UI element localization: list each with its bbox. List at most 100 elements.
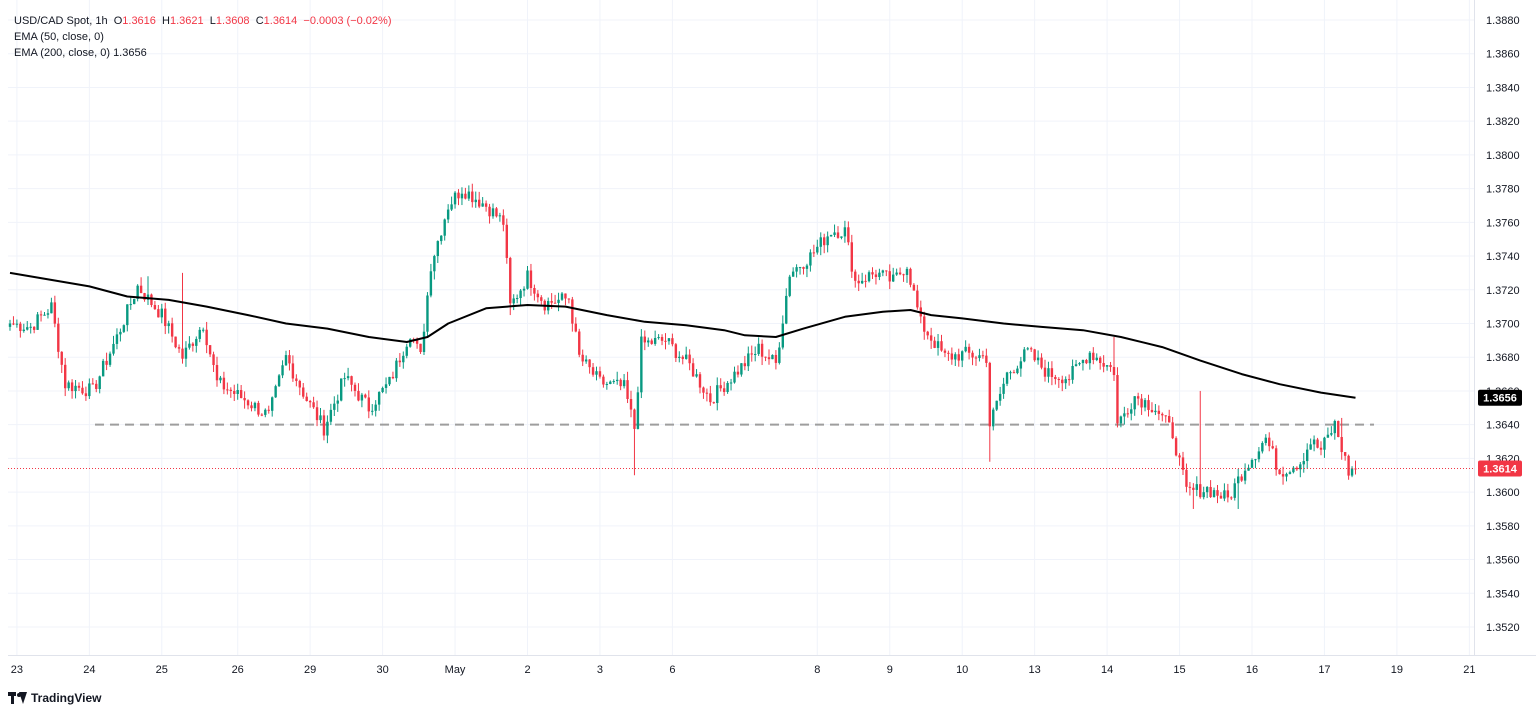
candle: [481, 197, 484, 207]
candle-body: [691, 363, 695, 377]
price-axis[interactable]: 1.3880 1.3860 1.3840 1.3820 1.3800 1.3780 1.37…: [1478, 15, 1522, 634]
candle: [912, 283, 916, 291]
candle: [995, 400, 998, 412]
candle-body: [1085, 359, 1088, 364]
candle: [491, 203, 495, 219]
ema50-label[interactable]: EMA (50, close, 0): [14, 31, 104, 43]
candle: [898, 267, 902, 276]
candle-body: [312, 402, 315, 408]
candle: [705, 388, 709, 402]
candle-body: [695, 374, 698, 377]
candle: [788, 274, 791, 298]
candle-body: [243, 398, 246, 401]
ema200-price-badge[interactable]: 1.3656: [1478, 389, 1522, 406]
candle: [1185, 463, 1188, 493]
candle: [974, 355, 978, 366]
candle: [643, 330, 646, 351]
candle: [364, 393, 367, 399]
symbol-name[interactable]: USD/CAD Spot: [14, 15, 90, 27]
candle: [598, 366, 602, 379]
candle: [195, 336, 198, 353]
ema200-label[interactable]: EMA (200, close, 0): [14, 47, 110, 59]
candle: [802, 266, 805, 275]
candle-body: [143, 293, 146, 300]
candle-body: [850, 242, 853, 272]
candle: [91, 378, 94, 385]
candle: [126, 304, 129, 332]
candle: [84, 386, 88, 401]
candle-body: [864, 280, 867, 282]
candle-body: [943, 350, 947, 353]
candle-body: [512, 298, 515, 304]
candle-body: [602, 376, 605, 385]
candle: [384, 377, 388, 394]
y-tick-label: 1.3560: [1486, 555, 1520, 567]
candle-body: [1164, 415, 1167, 417]
candle: [760, 339, 764, 366]
candle: [1102, 355, 1105, 373]
candle-body: [681, 356, 684, 359]
candle: [12, 316, 15, 326]
candle-body: [578, 331, 581, 355]
candle: [536, 290, 540, 303]
candle: [440, 235, 443, 245]
candle: [39, 310, 43, 322]
candle-body: [771, 354, 774, 360]
candle: [785, 288, 788, 325]
candle: [1164, 415, 1167, 423]
candle-body: [978, 355, 981, 359]
candle-body: [212, 354, 215, 366]
candle-body: [136, 285, 139, 299]
candle: [336, 394, 339, 412]
candle: [426, 292, 429, 338]
candle: [1140, 393, 1143, 415]
x-tick-label: 17: [1318, 664, 1330, 676]
candle-body: [664, 340, 667, 342]
candle: [726, 381, 729, 394]
candle-body: [636, 392, 640, 429]
candle: [215, 356, 219, 387]
candle: [122, 324, 126, 334]
candle: [712, 401, 715, 404]
candle: [274, 384, 277, 398]
candle: [722, 381, 726, 396]
candle: [198, 326, 201, 343]
candle-body: [785, 295, 788, 324]
ema200-row[interactable]: EMA (200, close, 0) 1.3656: [14, 45, 392, 61]
candle-body: [1016, 368, 1019, 374]
time-axis[interactable]: 23 24 25 26 29 30 May 2 3 6 8 9 10 13 14 15 16 17 19 21: [11, 664, 1476, 676]
candle: [1333, 419, 1336, 440]
candle: [571, 296, 574, 332]
candle: [657, 334, 660, 340]
candle-body: [950, 353, 954, 360]
candle: [457, 189, 460, 206]
candle-body: [1140, 398, 1143, 408]
candle-body: [333, 403, 336, 410]
candle-body: [1274, 448, 1278, 470]
ema50-row[interactable]: EMA (50, close, 0): [14, 29, 392, 45]
candle-body: [788, 276, 791, 296]
candle: [1043, 359, 1047, 382]
candle: [809, 249, 812, 272]
candle-body: [764, 356, 767, 358]
candle: [1278, 468, 1281, 475]
candle-body: [88, 383, 91, 397]
candle: [674, 342, 678, 363]
candle: [260, 413, 264, 417]
candle: [32, 326, 36, 334]
interval-label[interactable]: 1h: [95, 15, 108, 27]
candle-body: [70, 382, 74, 392]
candle-body: [1337, 421, 1340, 438]
candle: [691, 358, 695, 377]
current-price-badge[interactable]: 1.3614: [1478, 460, 1522, 477]
candle: [636, 386, 640, 430]
candle: [350, 375, 353, 392]
ema200-line[interactable]: [9, 271, 1356, 399]
candle-body: [1323, 437, 1326, 450]
candle: [733, 366, 736, 384]
tradingview-brand[interactable]: TradingView: [8, 690, 101, 706]
candle: [453, 191, 457, 209]
candle: [1161, 412, 1164, 422]
candle-body: [857, 280, 860, 284]
